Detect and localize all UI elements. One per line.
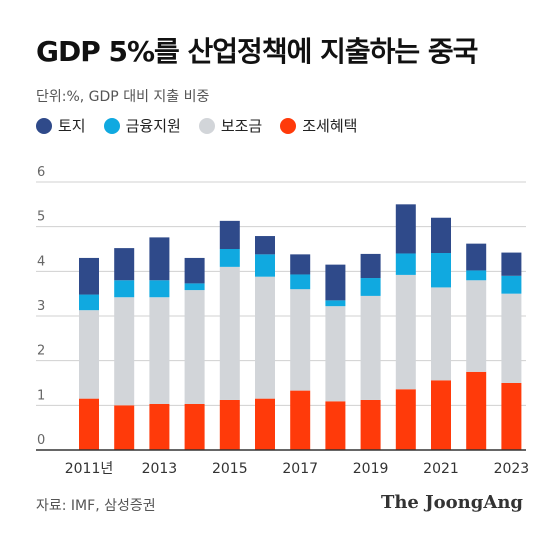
legend: 토지 금융지원 보조금 조세혜택 bbox=[36, 115, 357, 136]
bar-segment-subsidy bbox=[360, 295, 381, 400]
legend-label-subsidy: 보조금 bbox=[220, 117, 263, 135]
bar-segment-land bbox=[501, 252, 522, 276]
bar-segment-land bbox=[184, 257, 205, 284]
y-tick-label: 2 bbox=[37, 344, 45, 359]
bar-segment-land bbox=[431, 217, 451, 254]
legend-item-land: 토지 bbox=[36, 115, 86, 136]
bar-segment-financial bbox=[149, 280, 170, 298]
publisher-logo: The JoongAng bbox=[380, 492, 523, 513]
legend-swatch-land bbox=[36, 117, 52, 134]
bar-segment-land bbox=[466, 243, 487, 271]
legend-label-tax: 조세혜택 bbox=[302, 117, 358, 135]
bar-segment-financial bbox=[79, 294, 99, 311]
bar-segment-tax bbox=[466, 371, 487, 450]
legend-label-financial: 금융지원 bbox=[125, 117, 181, 135]
bar-segment-financial bbox=[184, 283, 205, 291]
bar-segment-land bbox=[325, 264, 346, 301]
bar-segment-land bbox=[360, 253, 381, 279]
x-tick-label: 2021 bbox=[423, 461, 459, 477]
bar-segment-financial bbox=[395, 253, 416, 275]
legend-swatch-subsidy bbox=[198, 117, 215, 134]
y-tick-label: 1 bbox=[37, 388, 45, 403]
x-tick-label: 2023 bbox=[494, 461, 530, 477]
legend-swatch-financial bbox=[103, 117, 120, 134]
y-tick-label: 5 bbox=[37, 210, 45, 225]
bar-segment-tax bbox=[395, 389, 416, 450]
bar-segment-subsidy bbox=[255, 276, 275, 399]
bar-segment-tax bbox=[360, 399, 381, 450]
bar-segment-tax bbox=[255, 398, 275, 450]
y-tick-label: 4 bbox=[37, 254, 45, 269]
bar-segment-financial bbox=[114, 280, 135, 298]
bar-segment-tax bbox=[114, 405, 135, 450]
bar-segment-financial bbox=[325, 300, 346, 307]
bar-segment-tax bbox=[219, 399, 240, 450]
bar-segment-financial bbox=[255, 254, 275, 277]
bar-segment-land bbox=[149, 237, 170, 281]
bar-segment-subsidy bbox=[184, 290, 205, 404]
bar-segment-subsidy bbox=[219, 266, 240, 400]
chart-title: GDP 5%를 산업정책에 지출하는 중국 bbox=[36, 35, 478, 68]
bar-segment-tax bbox=[431, 380, 451, 450]
chart-subtitle: 단위:%, GDP 대비 지출 비중 bbox=[36, 89, 210, 105]
bar-segment-financial bbox=[219, 249, 240, 267]
bar-segment-financial bbox=[501, 275, 522, 294]
bar-segment-land bbox=[219, 220, 240, 249]
bar-segment-land bbox=[395, 204, 416, 254]
bar-segment-financial bbox=[290, 274, 311, 290]
bar-segment-subsidy bbox=[325, 306, 346, 402]
legend-item-subsidy: 보조금 bbox=[198, 115, 263, 136]
y-tick-label: 3 bbox=[37, 299, 45, 314]
bar-segment-tax bbox=[79, 398, 99, 450]
x-tick-label: 2013 bbox=[142, 461, 178, 477]
bar-segment-tax bbox=[501, 383, 522, 450]
legend-item-financial: 금융지원 bbox=[103, 115, 181, 136]
bar-segment-tax bbox=[149, 403, 170, 450]
bar-segment-financial bbox=[360, 278, 381, 296]
bar-segment-tax bbox=[325, 401, 346, 450]
bar-segment-tax bbox=[184, 403, 205, 450]
x-tick-label: 2015 bbox=[212, 461, 248, 477]
bar-segment-land bbox=[290, 254, 311, 275]
legend-label-land: 토지 bbox=[58, 117, 86, 135]
bar-segment-subsidy bbox=[501, 293, 522, 383]
bar-segment-land bbox=[79, 257, 99, 295]
bar-segment-subsidy bbox=[395, 274, 416, 390]
bar-segment-subsidy bbox=[149, 297, 170, 404]
bar-segment-land bbox=[255, 236, 275, 255]
bar-segment-subsidy bbox=[466, 280, 487, 372]
bar-segment-land bbox=[114, 248, 135, 281]
bar-segment-financial bbox=[431, 253, 451, 288]
bar-segment-subsidy bbox=[431, 287, 451, 381]
bar-segment-financial bbox=[466, 270, 487, 281]
y-tick-label: 0 bbox=[37, 433, 45, 448]
x-tick-label: 2019 bbox=[353, 461, 389, 477]
bar-segment-subsidy bbox=[290, 289, 311, 391]
y-tick-label: 6 bbox=[37, 165, 45, 180]
x-tick-label: 2017 bbox=[282, 461, 318, 477]
x-tick-label: 2011년 bbox=[65, 461, 114, 477]
bar-segment-subsidy bbox=[114, 297, 135, 406]
bar-segment-subsidy bbox=[79, 310, 99, 399]
legend-swatch-tax bbox=[280, 117, 297, 134]
source-note: 자료: IMF, 삼성증권 bbox=[36, 498, 156, 514]
bar-segment-tax bbox=[290, 390, 311, 450]
legend-item-tax: 조세혜택 bbox=[280, 115, 357, 136]
